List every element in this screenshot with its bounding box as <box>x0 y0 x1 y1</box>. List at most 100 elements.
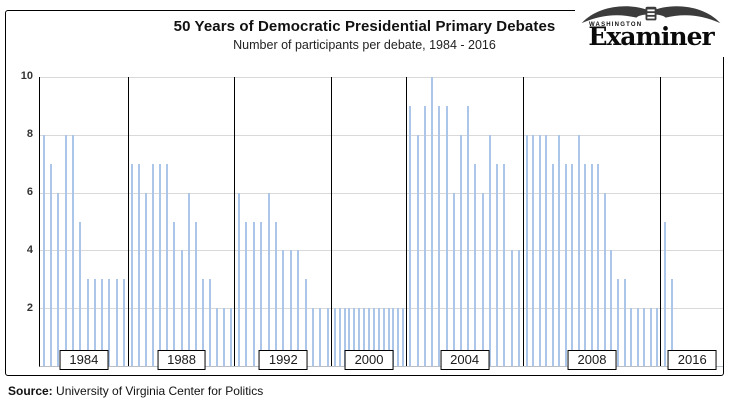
bar-slot <box>136 77 143 366</box>
bar-2008-11 <box>590 163 593 366</box>
bar-slot <box>171 77 178 366</box>
bar-slot <box>494 77 501 366</box>
logo-examiner-text: Examiner <box>588 22 714 51</box>
bar-slot <box>106 77 113 366</box>
bar-2000-8 <box>367 308 370 366</box>
bar-2008-2 <box>532 134 535 366</box>
bar-slot <box>243 77 250 366</box>
bar-1992-3 <box>252 221 255 366</box>
bar-1992-6 <box>274 221 277 366</box>
year-label-1988: 1988 <box>157 350 207 370</box>
bar-slot <box>347 77 352 366</box>
bar-slot <box>530 77 537 366</box>
bar-2008-19 <box>643 308 646 366</box>
year-label-2004: 2004 <box>440 350 490 370</box>
bar-2004-16 <box>517 250 520 366</box>
bar-2000-2 <box>338 308 341 366</box>
bar-1984-12 <box>123 279 126 366</box>
year-group-1992: 1992 <box>235 77 333 370</box>
bar-2000-15 <box>402 308 405 366</box>
bar-slot <box>362 77 367 366</box>
gridline-8 <box>40 134 723 136</box>
chart-subtitle: Number of participants per debate, 1984 … <box>233 38 496 52</box>
bar-1988-2 <box>138 163 141 366</box>
y-tick-label-2: 2 <box>26 302 33 314</box>
bar-2004-15 <box>510 250 513 366</box>
bar-slot <box>150 77 157 366</box>
bar-slot <box>486 77 493 366</box>
bar-2004-14 <box>503 163 506 366</box>
bar-slot <box>682 77 689 366</box>
bar-slot <box>436 77 443 366</box>
bar-slot <box>465 77 472 366</box>
bar-2008-4 <box>545 134 548 366</box>
bar-slot <box>716 77 723 366</box>
bar-slot <box>294 77 301 366</box>
bar-slot <box>602 77 609 366</box>
year-group-1984: 1984 <box>40 77 129 370</box>
bar-1992-5 <box>267 192 270 366</box>
bar-slot <box>391 77 396 366</box>
plot-area: 1984 1988 1992 2000 2004 2008 2016 <box>39 77 723 370</box>
bar-slot <box>157 77 164 366</box>
bar-2008-12 <box>597 163 600 366</box>
bar-1992-12 <box>319 308 322 366</box>
bar-2000-12 <box>387 308 390 366</box>
bar-slot <box>675 77 682 366</box>
year-label-2016: 2016 <box>667 350 717 370</box>
bar-slot <box>367 77 372 366</box>
bar-slot <box>178 77 185 366</box>
year-label-1992: 1992 <box>258 350 308 370</box>
bar-1984-7 <box>86 279 89 366</box>
bar-1984-5 <box>71 134 74 366</box>
bar-2008-8 <box>571 163 574 366</box>
bar-slot <box>457 77 464 366</box>
bar-1984-11 <box>115 279 118 366</box>
bar-slot <box>407 77 414 366</box>
gridline-4 <box>40 250 723 252</box>
bar-slot <box>401 77 406 366</box>
bar-1992-9 <box>297 250 300 366</box>
y-tick-label-4: 4 <box>26 244 33 256</box>
bar-slot <box>143 77 150 366</box>
bar-2008-18 <box>636 308 639 366</box>
bar-slot <box>317 77 324 366</box>
bar-slot <box>47 77 54 366</box>
bar-2000-7 <box>363 308 366 366</box>
bar-slot <box>69 77 76 366</box>
bar-slot <box>472 77 479 366</box>
bar-1988-6 <box>166 163 169 366</box>
bar-slot <box>206 77 213 366</box>
bar-2004-7 <box>452 192 455 366</box>
bar-slot <box>479 77 486 366</box>
bar-slot <box>250 77 257 366</box>
bar-slot <box>235 77 242 366</box>
bar-2004-13 <box>496 163 499 366</box>
bar-slot <box>386 77 391 366</box>
bar-slot <box>309 77 316 366</box>
bar-slot <box>421 77 428 366</box>
bar-slot <box>661 77 668 366</box>
bar-slot <box>508 77 515 366</box>
bar-2004-3 <box>423 105 426 366</box>
bar-1988-7 <box>173 221 176 366</box>
bar-slot <box>550 77 557 366</box>
bar-slot <box>287 77 294 366</box>
bar-slot <box>381 77 386 366</box>
bar-1984-10 <box>108 279 111 366</box>
source-line: Source: University of Virginia Center fo… <box>8 384 263 398</box>
bar-2008-13 <box>603 192 606 366</box>
year-group-2004: 2004 <box>407 77 524 370</box>
bar-2000-4 <box>348 308 351 366</box>
bar-slot <box>332 77 337 366</box>
bar-slot <box>337 77 342 366</box>
bar-slot <box>164 77 171 366</box>
bar-1992-13 <box>326 308 329 366</box>
bar-slot <box>342 77 347 366</box>
bar-slot <box>595 77 602 366</box>
chart-title: 50 Years of Democratic Presidential Prim… <box>173 18 556 35</box>
bar-1984-3 <box>57 192 60 366</box>
bar-2000-14 <box>397 308 400 366</box>
bar-2000-1 <box>333 308 336 366</box>
bar-slot <box>608 77 615 366</box>
